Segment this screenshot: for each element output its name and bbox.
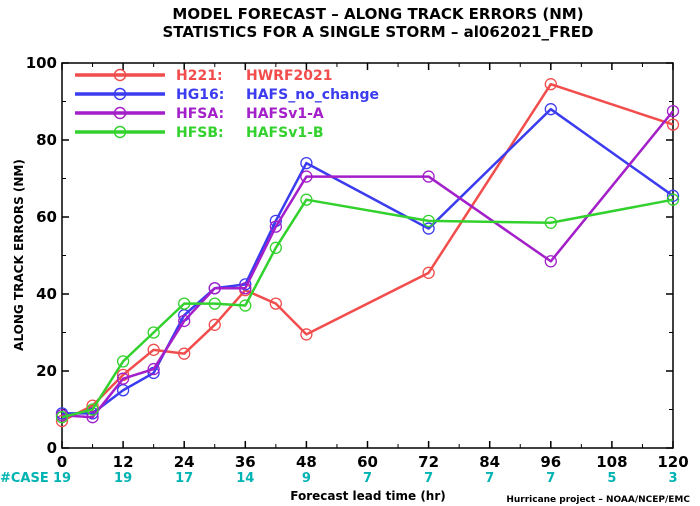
x-tick-label: 96 xyxy=(540,453,561,471)
y-tick-label: 80 xyxy=(36,131,57,149)
legend-marker xyxy=(113,106,127,120)
legend-entry: HG16: HAFS_no_change xyxy=(75,87,379,103)
legend-marker xyxy=(113,125,127,139)
legend-label: HAFS_no_change xyxy=(246,87,379,103)
case-count: 17 xyxy=(175,471,193,486)
series-layer xyxy=(55,78,680,428)
data-point xyxy=(666,118,680,131)
data-point xyxy=(422,170,435,183)
y-axis-label: ALONG TRACK ERRORS (NM) xyxy=(12,159,26,351)
legend-entry: H221: HWRF2021 xyxy=(75,68,332,84)
data-point xyxy=(147,362,160,376)
legend-name: HFSA: xyxy=(176,106,224,122)
legend-entry: HFSB: HAFSv1-B xyxy=(75,125,324,141)
x-tick-label: 108 xyxy=(596,453,627,471)
data-point xyxy=(422,266,435,279)
series-line xyxy=(62,107,674,415)
data-point xyxy=(55,411,69,424)
data-point xyxy=(269,297,283,310)
x-tick-label: 24 xyxy=(174,453,195,471)
case-count: 5 xyxy=(607,471,616,486)
data-point xyxy=(208,282,221,295)
case-count: 19 xyxy=(114,471,132,486)
case-count: 3 xyxy=(668,471,677,486)
series-hafsv1-b xyxy=(55,193,680,424)
series-hafsv1-a xyxy=(55,104,680,424)
data-point xyxy=(422,214,435,228)
case-count: 7 xyxy=(485,471,494,486)
data-point xyxy=(300,170,313,183)
data-point xyxy=(178,314,191,328)
data-point xyxy=(300,328,313,341)
data-point xyxy=(269,220,283,233)
x-tick-label: 36 xyxy=(235,453,256,471)
data-point xyxy=(300,156,313,170)
data-point xyxy=(666,193,680,206)
x-tick-label: 60 xyxy=(357,453,378,471)
x-tick-label: 12 xyxy=(113,453,134,471)
y-tick-label: 0 xyxy=(47,439,57,457)
case-label: #CASE xyxy=(0,471,49,486)
data-point xyxy=(178,297,191,310)
legend-marker xyxy=(113,68,127,82)
legend-label: HAFSv1-B xyxy=(246,125,324,141)
legend-label: HAFSv1-A xyxy=(246,106,324,122)
legend-name: HFSB: xyxy=(176,125,224,141)
series-line xyxy=(61,110,674,419)
case-count: 19 xyxy=(53,471,71,486)
case-count: 14 xyxy=(236,471,254,486)
x-tick-label: 120 xyxy=(657,453,688,471)
data-point xyxy=(269,241,283,254)
data-point xyxy=(422,222,435,235)
data-point xyxy=(239,278,252,291)
data-point xyxy=(86,411,99,424)
legend-name: H221: xyxy=(176,68,223,84)
data-point xyxy=(208,318,221,331)
x-tick-label: 0 xyxy=(57,453,67,471)
series-line xyxy=(61,198,674,419)
case-count: 9 xyxy=(302,471,311,486)
legend-entry: HFSA: HAFSv1-A xyxy=(75,106,324,122)
legend: H221: HWRF2021 HG16: HAFS_no_change HFSA: HAF… xyxy=(75,68,379,141)
data-point xyxy=(544,78,557,91)
x-tick-label: 84 xyxy=(479,453,500,471)
data-point xyxy=(208,297,221,310)
y-tick-label: 40 xyxy=(36,285,57,303)
data-point xyxy=(147,343,160,356)
legend-name: HG16: xyxy=(176,87,224,103)
data-point xyxy=(544,103,557,116)
data-point xyxy=(178,347,191,360)
data-point xyxy=(147,326,160,339)
credit-text: Hurricane project – NOAA/NCEP/EMC xyxy=(506,495,690,505)
data-point xyxy=(544,255,557,268)
data-point xyxy=(116,372,130,385)
y-tick-label: 100 xyxy=(26,54,57,72)
data-point xyxy=(544,216,557,229)
x-axis-label: Forecast lead time (hr) xyxy=(290,489,446,503)
case-count: 7 xyxy=(424,471,433,486)
x-tick-label: 48 xyxy=(296,453,317,471)
data-point xyxy=(239,299,252,312)
data-point xyxy=(86,403,99,416)
data-point xyxy=(666,104,680,118)
case-count: 7 xyxy=(363,471,372,486)
x-tick-label: 72 xyxy=(418,453,439,471)
legend-label: HWRF2021 xyxy=(246,68,332,84)
plot-area: 0 20 40 60 80 100 0 12 24 36 48 60 72 84 96 108 120 xyxy=(26,54,689,471)
case-row: #CASE 19 19 17 14 9 7 7 7 7 5 3 xyxy=(0,471,678,486)
data-point xyxy=(239,282,252,295)
chart-title: MODEL FORECAST – ALONG TRACK ERRORS (NM) xyxy=(172,5,583,23)
case-count: 7 xyxy=(546,471,555,486)
legend-marker xyxy=(113,87,127,101)
y-tick-label: 60 xyxy=(36,208,57,226)
y-tick-label: 20 xyxy=(36,362,57,380)
data-point xyxy=(116,355,130,368)
data-point xyxy=(300,193,313,206)
data-point xyxy=(666,189,680,202)
plot-frame xyxy=(61,62,674,449)
chart-subtitle: STATISTICS FOR A SINGLE STORM – al062021… xyxy=(162,23,593,41)
